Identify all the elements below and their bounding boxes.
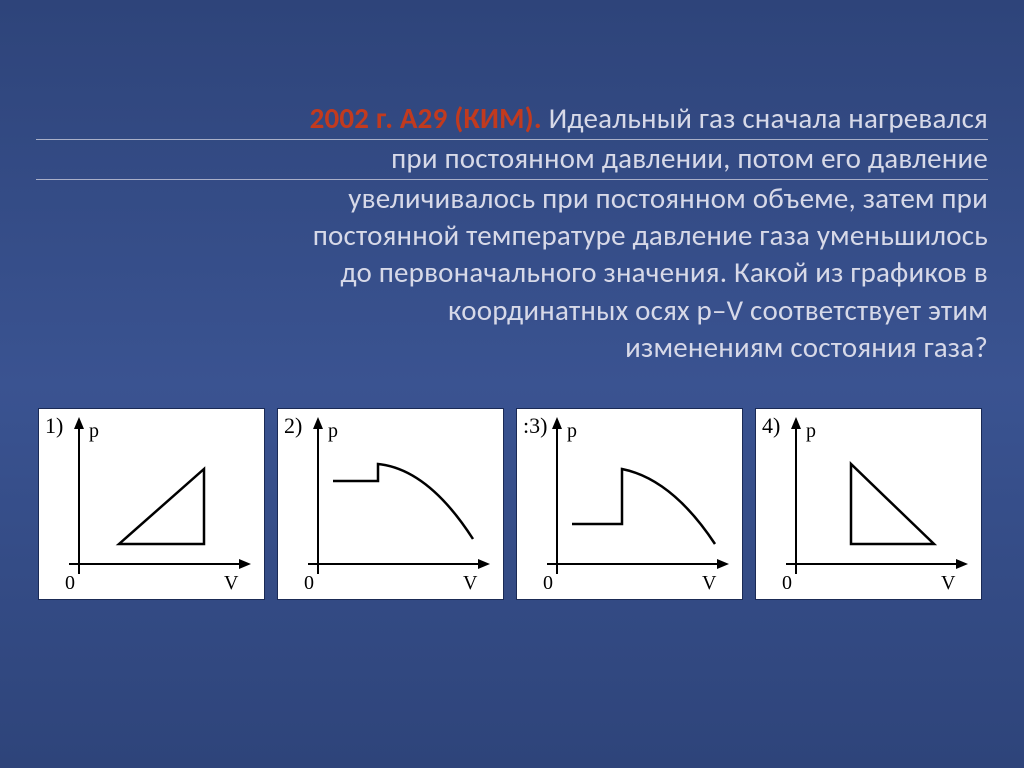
chart-number: 4) bbox=[762, 413, 780, 439]
title-line1-rest: Идеальный газ сначала нагревался bbox=[542, 100, 988, 136]
x-axis-label: V bbox=[224, 572, 239, 594]
y-axis-label: p bbox=[89, 420, 99, 442]
title-line-1: 2002 г. А29 (КИМ). Идеальный газ сначала… bbox=[36, 100, 988, 140]
y-axis-label: p bbox=[806, 420, 816, 442]
chart-svg: p 0 V bbox=[278, 409, 503, 599]
chart-number: 1) bbox=[45, 413, 63, 439]
title-line-5: до первоначального значения. Какой из гр… bbox=[340, 254, 988, 290]
x-axis-label: V bbox=[463, 572, 478, 594]
y-axis-label: p bbox=[567, 420, 577, 442]
chart-svg: p 0 V bbox=[517, 409, 742, 599]
curve bbox=[333, 464, 473, 539]
curve bbox=[572, 469, 715, 544]
charts-row: 1) p 0 V 2) p 0 V bbox=[38, 408, 982, 600]
x-axis-label: V bbox=[941, 572, 956, 594]
chart-svg: p 0 V bbox=[756, 409, 981, 599]
curve bbox=[119, 469, 204, 544]
chart-option-2: 2) p 0 V bbox=[277, 408, 504, 600]
chart-option-3: :3) p 0 V bbox=[516, 408, 743, 600]
title-line-6: координатных осях p–V соответствует этим bbox=[448, 292, 988, 328]
slide: 2002 г. А29 (КИМ). Идеальный газ сначала… bbox=[0, 0, 1024, 768]
origin-label: 0 bbox=[782, 572, 792, 594]
y-axis-label: p bbox=[328, 420, 338, 442]
x-axis-label: V bbox=[702, 572, 717, 594]
chart-number: 2) bbox=[284, 413, 302, 439]
chart-number: :3) bbox=[523, 413, 547, 439]
curve bbox=[851, 464, 934, 544]
chart-option-4: 4) p 0 V bbox=[755, 408, 982, 600]
title-line-3: увеличивалось при постоянном объеме, зат… bbox=[348, 180, 988, 216]
title-accent: 2002 г. А29 (КИМ). bbox=[310, 100, 542, 136]
chart-option-1: 1) p 0 V bbox=[38, 408, 265, 600]
origin-label: 0 bbox=[543, 572, 553, 594]
origin-label: 0 bbox=[304, 572, 314, 594]
question-title: 2002 г. А29 (КИМ). Идеальный газ сначала… bbox=[36, 100, 988, 366]
origin-label: 0 bbox=[65, 572, 75, 594]
title-line-2: при постоянном давлении, потом его давле… bbox=[36, 140, 988, 180]
title-line-7: изменениям состояния газа? bbox=[625, 329, 988, 365]
chart-svg: p 0 V bbox=[39, 409, 264, 599]
title-line-4: постоянной температуре давление газа уме… bbox=[313, 217, 988, 253]
